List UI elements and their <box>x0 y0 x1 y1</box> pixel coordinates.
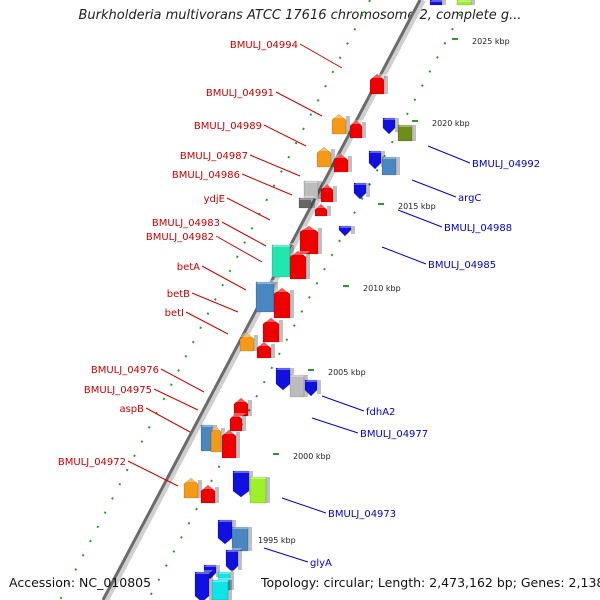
gene-feature[interactable] <box>194 570 213 600</box>
gene-feature[interactable] <box>331 113 350 135</box>
label-connector <box>321 395 365 412</box>
gene-feature[interactable] <box>369 73 388 95</box>
gene-feature[interactable] <box>429 0 446 6</box>
gene-feature[interactable] <box>338 224 355 237</box>
label-connector <box>160 368 205 393</box>
gene-feature[interactable] <box>239 332 258 352</box>
gene-label-left[interactable]: BMULJ_04991 <box>206 88 274 99</box>
gene-label-right[interactable]: BMULJ_04973 <box>328 509 396 520</box>
gene-label-left[interactable]: BMULJ_04972 <box>58 457 126 468</box>
label-connector <box>311 417 359 434</box>
label-connector <box>299 43 343 69</box>
gene-label-left[interactable]: BMULJ_04983 <box>152 218 220 229</box>
label-connector <box>381 246 427 265</box>
gene-label-left[interactable]: betI <box>165 308 184 319</box>
gene-feature[interactable] <box>299 225 322 255</box>
label-connector <box>226 197 271 221</box>
label-connector <box>263 547 309 563</box>
gene-feature[interactable] <box>353 181 370 200</box>
kbp-label: 2020 kbp <box>432 119 470 128</box>
gene-label-left[interactable]: BMULJ_04982 <box>146 232 214 243</box>
label-connector <box>275 91 323 117</box>
gene-label-right[interactable]: glyA <box>310 558 332 569</box>
gene-label-right[interactable]: BMULJ_04988 <box>444 223 512 234</box>
label-connector <box>281 497 327 514</box>
label-connector <box>145 407 191 433</box>
gene-feature[interactable] <box>397 123 416 142</box>
gene-feature[interactable] <box>221 429 240 459</box>
gene-feature[interactable] <box>225 548 242 573</box>
label-connector <box>241 173 293 196</box>
gene-label-right[interactable]: fdhA2 <box>366 407 395 418</box>
label-connector <box>397 209 443 228</box>
gene-feature[interactable] <box>229 412 246 432</box>
gene-feature[interactable] <box>381 155 400 176</box>
gene-feature[interactable] <box>349 119 366 139</box>
gene-feature[interactable] <box>298 196 315 209</box>
gene-label-left[interactable]: betB <box>167 289 190 300</box>
scale-track-right <box>147 0 469 600</box>
gene-label-left[interactable]: BMULJ_04986 <box>172 170 240 181</box>
label-connector <box>191 292 239 313</box>
topology-text: Topology: circular; Length: 2,473,162 bp… <box>261 575 600 590</box>
gene-label-left[interactable]: BMULJ_04976 <box>91 365 159 376</box>
gene-label-right[interactable]: argC <box>458 193 481 204</box>
gene-label-left[interactable]: betA <box>177 262 200 273</box>
gene-feature[interactable] <box>304 378 321 397</box>
label-connector <box>185 311 229 335</box>
label-connector <box>411 179 457 198</box>
gene-feature[interactable] <box>183 477 202 499</box>
gene-feature[interactable] <box>333 153 352 173</box>
feature-group <box>183 0 475 600</box>
label-connector <box>127 460 179 487</box>
kbp-label: 2005 kbp <box>328 368 366 377</box>
gene-feature[interactable] <box>273 287 294 319</box>
accession-text: Accession: NC_010805 <box>9 575 152 590</box>
label-connector <box>263 124 307 147</box>
label-connector <box>427 145 471 164</box>
label-group: BMULJ_04994 BMULJ_04991 BMULJ_04989 BMULJ_0… <box>58 40 540 569</box>
scale-track-left <box>59 0 371 600</box>
gene-label-right[interactable]: BMULJ_04992 <box>472 159 540 170</box>
gene-label-left[interactable]: BMULJ_04975 <box>84 385 152 396</box>
label-connector <box>215 235 263 263</box>
kbp-label: 1995 kbp <box>258 536 296 545</box>
gene-feature[interactable] <box>314 203 331 217</box>
gene-label-left[interactable]: BMULJ_04989 <box>194 121 262 132</box>
gene-feature[interactable] <box>289 250 310 280</box>
gene-feature[interactable] <box>316 146 335 168</box>
gene-label-left[interactable]: BMULJ_04994 <box>230 40 298 51</box>
gene-feature[interactable] <box>382 116 399 135</box>
gene-feature[interactable] <box>249 475 270 504</box>
gene-feature[interactable] <box>231 525 252 552</box>
gene-feature[interactable] <box>275 366 294 391</box>
kbp-label: 2000 kbp <box>293 452 331 461</box>
gene-feature[interactable] <box>211 578 232 600</box>
label-connector <box>221 221 267 247</box>
gene-label-left[interactable]: ydjE <box>204 194 225 205</box>
gene-feature[interactable] <box>303 179 322 200</box>
kbp-label: 2015 kbp <box>398 202 436 211</box>
gene-label-left[interactable]: aspB <box>119 404 144 415</box>
gene-label-right[interactable]: BMULJ_04985 <box>428 260 496 271</box>
gene-label-right[interactable]: BMULJ_04977 <box>360 429 428 440</box>
label-connector <box>249 154 301 177</box>
gene-feature[interactable] <box>262 317 283 343</box>
gene-feature[interactable] <box>456 0 475 6</box>
gene-label-left[interactable]: BMULJ_04987 <box>180 151 248 162</box>
gene-feature[interactable] <box>200 484 219 504</box>
label-connector <box>153 388 199 411</box>
gene-feature[interactable] <box>320 183 337 203</box>
label-connector <box>201 265 247 291</box>
gene-feature[interactable] <box>233 397 252 417</box>
gene-feature[interactable] <box>256 341 275 359</box>
kbp-label: 2025 kbp <box>472 37 510 46</box>
kbp-label: 2010 kbp <box>363 284 401 293</box>
